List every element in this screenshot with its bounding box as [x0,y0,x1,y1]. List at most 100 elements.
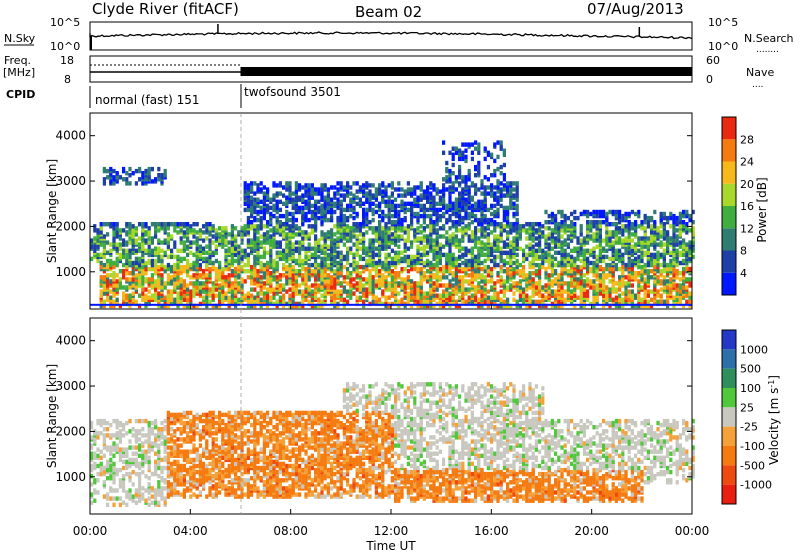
power-cell [128,271,132,276]
power-cell [499,187,503,192]
power-cell [339,199,343,204]
power-cell [643,220,647,225]
power-cell [480,250,484,255]
power-cell [480,266,484,272]
power-cell [557,260,561,266]
power-cell [432,252,436,258]
power-cell [134,273,138,278]
power-cell [237,281,241,286]
power-cell [301,185,305,190]
power-cell [298,289,302,294]
power-cell [522,269,526,274]
power-cell [314,199,318,204]
power-cell [531,222,535,227]
power-cell [419,246,423,251]
power-cell [541,248,545,253]
power-cell [214,275,218,280]
power-cell [362,299,366,304]
power-cell [637,224,641,229]
power-cell [483,234,487,239]
power-cell [403,285,407,290]
power-cell [560,256,564,262]
power-cell [230,269,234,274]
power-cell [157,291,161,296]
power-cell [438,242,442,247]
power-cell [474,173,478,178]
power-cell [614,222,618,227]
power-cell [422,260,426,266]
power-cell [464,154,468,160]
power-cell [352,252,356,258]
power-cell [438,234,442,239]
power-cell [499,232,503,237]
power-cell [307,291,311,296]
power-cell [387,230,391,235]
power-cell [333,246,337,251]
power-cell [422,244,426,249]
power-cell [115,242,119,247]
power-cell [659,224,663,229]
power-cell [653,220,657,225]
power-cell [634,293,638,298]
power-cell [586,209,590,215]
power-cell [355,260,359,266]
power-cell [579,211,583,217]
power-cell [362,244,366,249]
power-cell [266,220,270,225]
power-cell [250,297,254,302]
power-cell [435,281,439,286]
power-cell [547,220,551,225]
power-cell [634,226,638,231]
power-cell [186,264,190,270]
power-cell [349,234,353,239]
power-cell [506,181,510,186]
power-cell [307,183,311,188]
power-cell [541,285,545,290]
power-cell [160,254,164,260]
power-cell [298,226,302,231]
power-cell [445,283,449,288]
power-cell [189,275,193,280]
power-cell [602,209,606,215]
power-cell [374,260,378,266]
power-cell [438,250,442,255]
power-cell [269,250,273,255]
power-cell [560,252,564,258]
power-cell [234,246,238,251]
power-cell [278,256,282,262]
power-cell [592,269,596,274]
power-cell [621,264,625,270]
power-cell [442,269,446,274]
power-cell [298,283,302,288]
power-cell [294,217,298,223]
power-cell [490,230,494,235]
power-cell [470,246,474,251]
power-cell [150,240,154,245]
power-cell [230,289,234,294]
power-cell [266,193,270,198]
power-cell [554,213,558,219]
power-cell [608,236,612,241]
power-cell [458,275,462,280]
power-cell [285,209,289,215]
power-cell [256,197,260,202]
power-cell [618,226,622,231]
power-cell [477,228,481,233]
power-cell [464,258,468,264]
power-cell [192,303,196,309]
power-cell [506,193,510,198]
power-cell [179,228,183,233]
power-cell [176,275,180,280]
power-cell [557,273,561,278]
power-cell [659,287,663,292]
power-cell [579,258,583,264]
power-cell [646,240,650,245]
power-cell [346,256,350,262]
power-cell [547,213,551,219]
power-cell [464,201,468,206]
power-cell [656,262,660,268]
power-cell [272,295,276,300]
power-cell [400,250,404,255]
power-cell [160,240,164,245]
power-cell [486,299,490,304]
